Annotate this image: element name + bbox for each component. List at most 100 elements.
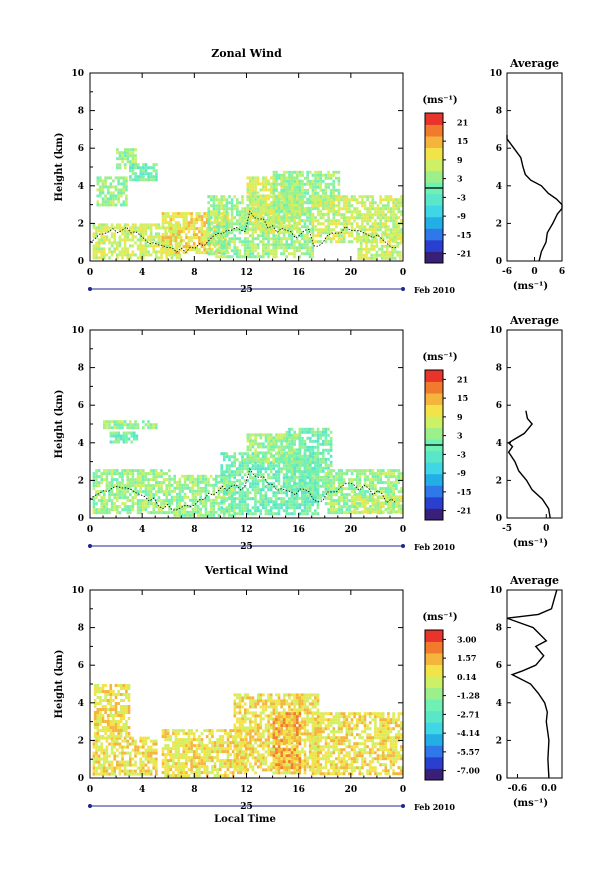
heatmap-cell xyxy=(230,219,234,223)
heatmap-cell xyxy=(160,226,163,230)
heatmap-cell xyxy=(324,448,328,452)
heatmap-cell xyxy=(228,473,231,477)
heatmap-cell xyxy=(230,240,234,244)
heatmap-cell xyxy=(178,513,182,517)
heatmap-cell xyxy=(217,234,221,238)
heatmap-cell xyxy=(288,182,291,186)
heatmap-cell xyxy=(256,246,260,250)
heatmap-cell xyxy=(345,198,349,202)
heatmap-cell xyxy=(174,212,178,216)
heatmap-cell xyxy=(269,509,273,513)
heatmap-cell xyxy=(269,201,273,205)
heatmap-cell xyxy=(243,485,247,489)
heatmap-cell xyxy=(249,218,252,222)
heatmap-cell xyxy=(136,751,140,755)
heatmap-cell xyxy=(236,497,239,501)
heatmap-cell xyxy=(303,207,307,211)
heatmap-cell xyxy=(160,487,163,491)
heatmap-cell xyxy=(374,231,377,235)
heatmap-cell xyxy=(332,222,336,226)
heatmap-cell xyxy=(272,473,275,477)
heatmap-cell xyxy=(236,252,239,256)
heatmap-cell xyxy=(131,148,135,152)
heatmap-cell xyxy=(272,197,276,201)
heatmap-cell xyxy=(147,736,150,740)
heatmap-cell xyxy=(256,182,260,186)
heatmap-cell xyxy=(376,508,380,512)
heatmap-cell xyxy=(108,487,111,491)
heatmap-cell xyxy=(340,469,343,473)
heatmap-cell xyxy=(136,469,140,473)
heatmap-cell xyxy=(249,240,252,244)
heatmap-cell xyxy=(160,238,163,242)
heatmap-cell xyxy=(134,754,137,758)
heatmap-cell xyxy=(131,166,135,170)
heatmap-cell xyxy=(256,467,260,471)
heatmap-cell xyxy=(295,216,299,220)
heatmap-cell xyxy=(327,469,330,473)
heatmap-cell xyxy=(169,239,173,243)
heatmap-cell xyxy=(254,224,257,228)
heatmap-cell xyxy=(238,452,242,456)
heatmap-cell xyxy=(316,496,320,500)
heatmap-cell xyxy=(357,256,360,260)
heatmap-cell xyxy=(139,244,142,248)
heatmap-cell xyxy=(104,200,107,204)
heatmap-cell xyxy=(96,179,100,183)
heatmap-cell xyxy=(337,478,341,482)
heatmap-cell xyxy=(296,487,299,491)
heatmap-cell xyxy=(95,484,98,488)
heatmap-cell xyxy=(182,224,186,228)
heatmap-cell xyxy=(397,510,401,514)
heatmap-cell xyxy=(170,477,174,481)
heatmap-cell xyxy=(259,255,262,259)
heatmap-cell xyxy=(118,496,122,500)
heatmap-cell xyxy=(277,470,281,474)
heatmap-cell xyxy=(210,234,213,238)
heatmap-cell xyxy=(129,232,132,236)
heatmap-cell xyxy=(217,249,221,253)
heatmap-cell xyxy=(400,507,403,511)
heatmap-cell xyxy=(139,172,143,176)
profile-y-tick-label: 2 xyxy=(496,219,502,229)
heatmap-cell xyxy=(178,480,182,484)
heatmap-cell xyxy=(192,224,196,228)
heatmap-cell xyxy=(277,482,281,486)
heatmap-cell xyxy=(123,487,127,491)
heatmap-cell xyxy=(397,198,401,202)
heatmap-cell xyxy=(275,188,278,192)
heatmap-cell xyxy=(357,235,360,239)
heatmap-cell xyxy=(220,485,223,489)
heatmap-cell xyxy=(298,466,302,470)
heatmap-cell xyxy=(267,188,270,192)
heatmap-cell xyxy=(131,502,135,506)
heatmap-cell xyxy=(164,230,167,234)
heatmap-cell xyxy=(176,498,179,502)
heatmap-cell xyxy=(209,507,213,511)
heatmap-cell xyxy=(189,513,192,517)
heatmap-cell xyxy=(136,238,140,242)
heatmap-cell xyxy=(185,248,188,252)
heatmap-cell xyxy=(118,241,122,245)
heatmap-cell xyxy=(370,244,373,248)
heatmap-cell xyxy=(230,474,234,478)
heatmap-cell xyxy=(136,229,140,233)
heatmap-cell xyxy=(262,237,265,241)
heatmap-cell xyxy=(283,203,286,207)
y-axis-label: Height (km) xyxy=(54,133,65,202)
heatmap-cell xyxy=(113,235,116,239)
heatmap-cell xyxy=(251,249,255,253)
heatmap-cell xyxy=(264,454,268,458)
heatmap-cell xyxy=(324,472,328,476)
heatmap-cell xyxy=(116,484,119,488)
heatmap-cell xyxy=(220,219,223,223)
heatmap-cell xyxy=(301,509,304,513)
heatmap-cell xyxy=(329,237,333,241)
heatmap-cell xyxy=(157,244,161,248)
heatmap-cell xyxy=(392,507,395,511)
heatmap-cell xyxy=(335,170,338,174)
heatmap-cell xyxy=(233,237,236,241)
heatmap-cell xyxy=(301,170,304,174)
colorbar-tick-label: 21 xyxy=(457,374,468,384)
heatmap-cell xyxy=(217,204,221,208)
